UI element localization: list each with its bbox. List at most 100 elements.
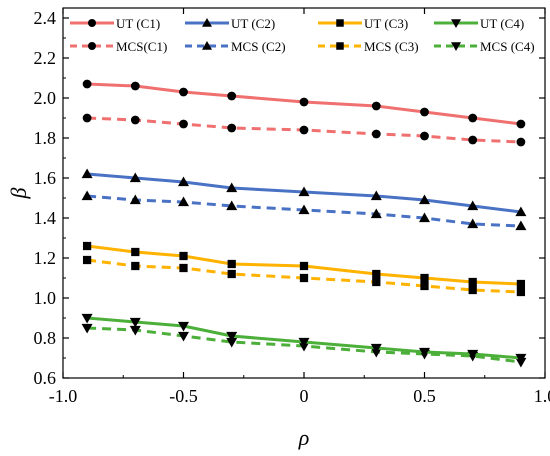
legend-marker-mcs-c1 [88, 42, 96, 50]
data-point-ut-c4 [226, 331, 238, 342]
y-tick-label: 1.6 [34, 168, 57, 188]
data-point-mcs-c1 [82, 113, 92, 123]
data-point-ut-c3 [420, 273, 429, 283]
x-tick-label: 0.5 [413, 386, 436, 406]
x-tick-label: 1.0 [534, 386, 550, 406]
data-point-mcs-c3 [372, 277, 381, 287]
y-tick-label: 1.0 [34, 288, 57, 308]
data-point-ut-c1 [299, 97, 309, 107]
legend-marker-ut-c2 [202, 18, 212, 27]
data-point-mcs-c2 [467, 218, 479, 229]
data-point-mcs-c3 [468, 285, 477, 295]
data-point-ut-c1 [468, 113, 478, 123]
plot-area [81, 79, 527, 368]
legend-marker-mcs-c3 [336, 42, 344, 50]
data-point-mcs-c2 [419, 212, 430, 223]
y-tick-label: 1.2 [34, 248, 57, 268]
legend-label-mcs-c1: MCS(C1) [116, 39, 167, 54]
data-point-mcs-c1 [227, 123, 237, 133]
data-point-ut-c3 [516, 279, 526, 289]
x-tick-label: 0 [300, 386, 309, 406]
data-point-ut-c2 [419, 194, 430, 205]
data-point-ut-c2 [226, 182, 238, 193]
data-point-mcs-c3 [299, 273, 309, 283]
data-point-mcs-c1 [179, 119, 188, 129]
data-point-ut-c1 [516, 119, 526, 129]
y-tick-label: 2.2 [34, 48, 57, 68]
data-point-mcs-c1 [299, 125, 309, 135]
data-point-ut-c3 [372, 269, 381, 279]
data-point-mcs-c2 [178, 196, 189, 207]
x-tick-label: -1.0 [49, 386, 78, 406]
data-point-ut-c2 [467, 200, 479, 211]
y-tick-label: 0.8 [34, 328, 57, 348]
data-point-ut-c2 [129, 172, 141, 183]
y-tick-label: 2.0 [34, 88, 57, 108]
data-point-ut-c1 [82, 79, 92, 89]
data-point-ut-c3 [82, 241, 92, 251]
data-point-ut-c1 [371, 101, 381, 111]
data-point-mcs-c4 [129, 325, 141, 336]
data-point-mcs-c3 [227, 269, 236, 279]
x-axis-title: ρ [298, 425, 310, 450]
y-tick-label: 2.4 [34, 8, 57, 28]
data-point-ut-c3 [468, 277, 477, 287]
y-tick-label: 1.8 [34, 128, 57, 148]
data-point-ut-c2 [370, 190, 382, 201]
legend-marker-ut-c4 [451, 19, 461, 28]
x-tick-label: -0.5 [169, 386, 198, 406]
data-point-mcs-c3 [82, 255, 92, 265]
data-point-ut-c1 [179, 87, 188, 97]
data-point-ut-c2 [515, 206, 527, 217]
data-point-ut-c3 [179, 251, 188, 261]
legend-label-mcs-c3: MCS (C3) [364, 39, 419, 54]
legend: UT (C1) UT (C2) UT (C3) UT (C4) MCS(C1) MCS (… [70, 16, 535, 54]
data-point-mcs-c3 [179, 263, 188, 273]
data-point-mcs-c1 [516, 137, 526, 147]
data-point-mcs-c4 [81, 323, 93, 334]
data-point-mcs-c3 [131, 261, 140, 271]
data-point-mcs-c4 [226, 337, 238, 348]
legend-marker-ut-c3 [336, 19, 344, 27]
data-point-ut-c3 [299, 261, 309, 271]
data-point-mcs-c1 [468, 135, 478, 145]
data-point-ut-c4 [129, 317, 141, 328]
legend-label-mcs-c2: MCS (C2) [231, 39, 286, 54]
legend-label-ut-c4: UT (C4) [480, 16, 524, 31]
data-point-mcs-c2 [129, 194, 141, 205]
data-point-mcs-c1 [420, 131, 429, 141]
data-point-ut-c1 [420, 107, 429, 117]
data-point-mcs-c2 [226, 200, 238, 211]
data-point-ut-c2 [81, 168, 93, 179]
data-point-ut-c1 [227, 91, 237, 101]
data-point-mcs-c1 [371, 129, 381, 139]
data-point-ut-c1 [130, 81, 140, 91]
data-point-ut-c3 [131, 247, 140, 257]
axes: -1.0 -0.5 0 0.5 1.0 0.6 0.8 1.0 1.2 1.4 1.6 1.8 2.0 2… [34, 7, 550, 406]
data-point-ut-c2 [298, 186, 310, 197]
data-point-mcs-c2 [370, 208, 382, 219]
legend-label-ut-c1: UT (C1) [116, 16, 160, 31]
data-point-mcs-c2 [81, 190, 93, 201]
legend-marker-mcs-c4 [451, 42, 461, 51]
legend-label-ut-c3: UT (C3) [364, 16, 408, 31]
data-point-mcs-c4 [178, 331, 189, 342]
data-point-ut-c4 [81, 313, 93, 324]
legend-marker-ut-c1 [88, 19, 96, 27]
data-point-mcs-c1 [130, 115, 140, 125]
data-point-mcs-c3 [516, 287, 526, 297]
data-point-ut-c4 [515, 353, 527, 364]
data-point-ut-c4 [178, 321, 189, 332]
data-point-ut-c3 [227, 259, 236, 269]
data-point-mcs-c3 [420, 281, 429, 291]
data-point-ut-c2 [178, 176, 189, 187]
data-point-mcs-c2 [298, 204, 310, 215]
y-axis-title: β [6, 187, 31, 199]
y-tick-label: 0.6 [34, 368, 57, 388]
legend-label-mcs-c4: MCS (C4) [480, 39, 535, 54]
data-point-ut-c4 [419, 347, 430, 358]
y-tick-label: 1.4 [34, 208, 57, 228]
data-point-ut-c4 [467, 349, 479, 360]
legend-label-ut-c2: UT (C2) [231, 16, 275, 31]
